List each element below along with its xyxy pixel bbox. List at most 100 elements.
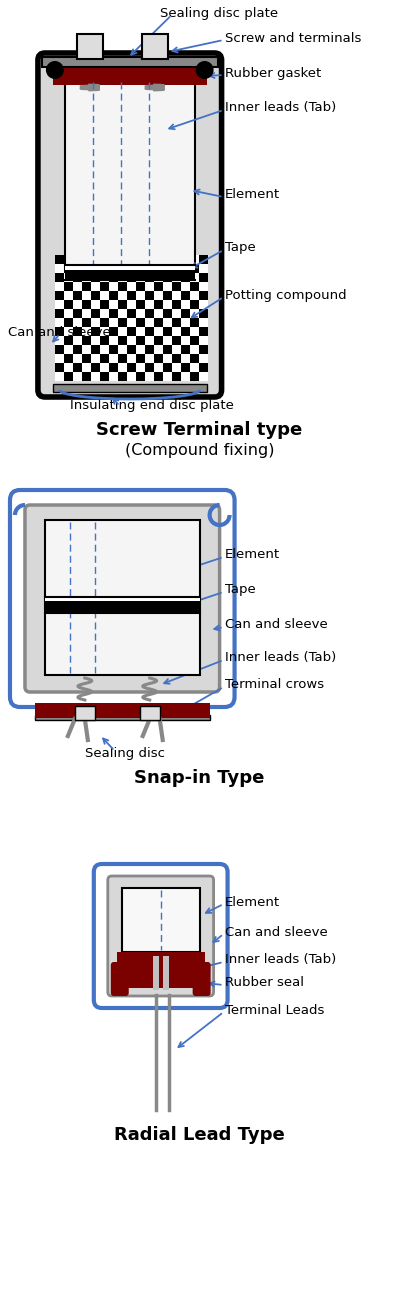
Bar (190, 318, 199, 328)
FancyBboxPatch shape (111, 962, 129, 996)
Bar (77, 34, 103, 58)
Bar (172, 273, 181, 282)
Bar (163, 273, 172, 282)
Bar (181, 328, 190, 335)
Bar (82, 354, 91, 363)
Bar (154, 309, 163, 318)
Text: Can and sleeve: Can and sleeve (224, 926, 327, 939)
Bar (140, 706, 160, 720)
Bar (190, 273, 199, 282)
Bar (172, 264, 181, 273)
Bar (73, 335, 82, 345)
Bar (118, 328, 127, 335)
Bar (190, 335, 199, 345)
Bar (145, 291, 154, 300)
FancyBboxPatch shape (38, 53, 222, 396)
Bar (181, 372, 190, 381)
Bar (127, 372, 136, 381)
Bar (82, 335, 91, 345)
Text: Element: Element (224, 188, 280, 202)
Bar (100, 273, 109, 282)
Bar (35, 703, 210, 718)
Bar (64, 328, 73, 335)
Bar (118, 309, 127, 318)
Bar (172, 255, 181, 264)
Bar (181, 344, 190, 354)
Bar (154, 291, 163, 300)
Bar (64, 318, 73, 328)
Bar (73, 282, 82, 291)
Bar (75, 706, 95, 720)
Bar (82, 255, 91, 264)
Bar (91, 328, 100, 335)
Bar (154, 363, 163, 372)
Bar (73, 264, 82, 273)
Bar (117, 952, 205, 988)
Bar (127, 300, 136, 309)
Bar (73, 328, 82, 335)
Bar (91, 300, 100, 309)
Bar (127, 344, 136, 354)
Text: Snap-in Type: Snap-in Type (134, 770, 265, 786)
Bar (172, 328, 181, 335)
Bar (163, 309, 172, 318)
Bar (65, 81, 195, 270)
Bar (55, 273, 64, 282)
Bar (145, 318, 154, 328)
Text: Screw Terminal type: Screw Terminal type (96, 421, 303, 439)
Bar (136, 282, 145, 291)
Bar (199, 309, 208, 318)
Bar (163, 328, 172, 335)
Text: Terminal crows: Terminal crows (224, 679, 324, 692)
Bar (145, 264, 154, 273)
Bar (199, 273, 208, 282)
Text: Tape: Tape (224, 242, 255, 255)
Bar (127, 282, 136, 291)
Bar (172, 363, 181, 372)
Bar (199, 335, 208, 345)
Bar (163, 300, 172, 309)
Bar (109, 372, 118, 381)
Bar (91, 344, 100, 354)
Bar (136, 309, 145, 318)
Bar (64, 255, 73, 264)
Bar (91, 264, 100, 273)
Bar (154, 273, 163, 282)
Bar (73, 318, 82, 328)
Bar (145, 344, 154, 354)
Text: Element: Element (224, 549, 280, 562)
Bar (127, 273, 136, 282)
Bar (122, 888, 200, 952)
Bar (64, 354, 73, 363)
Text: Terminal Leads: Terminal Leads (224, 1004, 324, 1017)
Bar (73, 372, 82, 381)
Bar (136, 328, 145, 335)
Bar (73, 363, 82, 372)
Bar (109, 300, 118, 309)
Bar (73, 255, 82, 264)
Bar (109, 282, 118, 291)
Circle shape (46, 61, 64, 79)
Bar (42, 57, 218, 68)
Bar (73, 309, 82, 318)
Bar (190, 255, 199, 264)
Bar (109, 291, 118, 300)
Bar (136, 300, 145, 309)
Bar (154, 328, 163, 335)
Bar (100, 354, 109, 363)
Bar (45, 597, 200, 614)
Bar (64, 264, 73, 273)
Bar (82, 273, 91, 282)
Bar (163, 363, 172, 372)
Bar (82, 282, 91, 291)
Bar (163, 335, 172, 345)
Bar (127, 264, 136, 273)
Bar (109, 354, 118, 363)
Bar (190, 354, 199, 363)
Text: Screw and terminals: Screw and terminals (224, 31, 361, 44)
Bar (118, 354, 127, 363)
Bar (109, 309, 118, 318)
Bar (53, 384, 207, 393)
Bar (100, 300, 109, 309)
Bar (118, 282, 127, 291)
